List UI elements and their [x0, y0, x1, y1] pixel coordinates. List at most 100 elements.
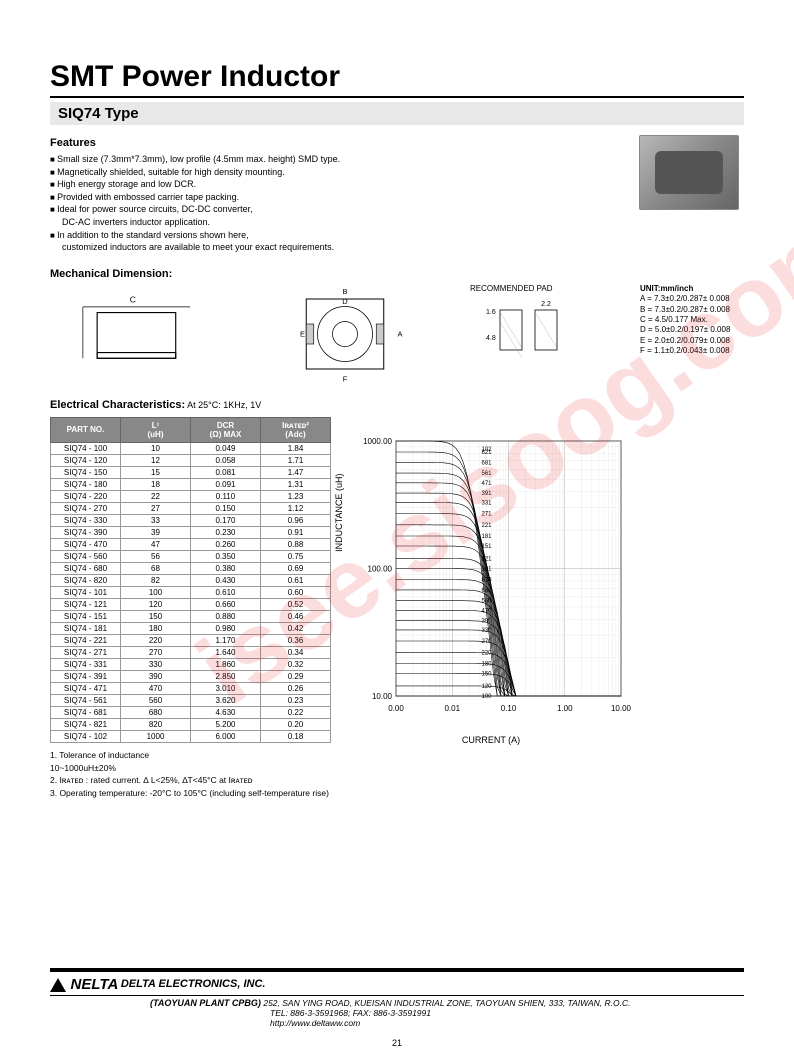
table-cell: SIQ74 - 820 — [51, 574, 121, 586]
table-cell: 10 — [121, 442, 191, 454]
unit-line: B = 7.3±0.2/0.287± 0.008 — [640, 305, 730, 315]
table-row: SIQ74 - 2712701.6400.34 — [51, 646, 331, 658]
table-cell: 1.47 — [261, 466, 331, 478]
table-cell: 3.620 — [191, 694, 261, 706]
unit-line: F = 1.1±0.2/0.043± 0.008 — [640, 346, 730, 356]
svg-text:820: 820 — [482, 577, 493, 583]
table-cell: 12 — [121, 454, 191, 466]
chart-xlabel: CURRENT (A) — [462, 735, 520, 745]
table-cell: 0.660 — [191, 598, 261, 610]
table-cell: 18 — [121, 478, 191, 490]
table-cell: SIQ74 - 561 — [51, 694, 121, 706]
svg-text:121: 121 — [482, 556, 493, 562]
table-cell: SIQ74 - 220 — [51, 490, 121, 502]
table-cell: 390 — [121, 670, 191, 682]
table-cell: 1.31 — [261, 478, 331, 490]
table-row: SIQ74 - 470470.2600.88 — [51, 538, 331, 550]
svg-text:821: 821 — [482, 450, 493, 456]
table-cell: 47 — [121, 538, 191, 550]
table-cell: 0.42 — [261, 622, 331, 634]
table-row: SIQ74 - 1011000.6100.60 — [51, 586, 331, 598]
svg-text:220: 220 — [482, 650, 493, 656]
table-cell: 120 — [121, 598, 191, 610]
features-list: Small size (7.3mm*7.3mm), low profile (4… — [50, 153, 500, 254]
table-cell: 0.52 — [261, 598, 331, 610]
table-row: SIQ74 - 8218205.2000.20 — [51, 718, 331, 730]
elec-conditions: At 25°C: 1KHz, 1V — [187, 400, 261, 410]
footer-tel: TEL: 886-3-3591968; FAX: 886-3-3591991 — [150, 1008, 744, 1018]
mech-header: Mechanical Dimension: — [50, 268, 744, 280]
table-cell: 0.34 — [261, 646, 331, 658]
table-cell: 39 — [121, 526, 191, 538]
svg-text:221: 221 — [482, 523, 493, 529]
table-cell: SIQ74 - 330 — [51, 514, 121, 526]
table-row: SIQ74 - 10210006.0000.18 — [51, 730, 331, 742]
table-cell: 0.60 — [261, 586, 331, 598]
electrical-table: PART NO.L¹(uH)DCR(Ω) MAXIʀᴀᴛᴇᴅ²(Adc) SIQ… — [50, 417, 331, 743]
table-cell: SIQ74 - 391 — [51, 670, 121, 682]
table-cell: 27 — [121, 502, 191, 514]
delta-logo-text: NELTA — [71, 976, 119, 993]
svg-text:681: 681 — [482, 460, 493, 466]
svg-text:2.2: 2.2 — [541, 301, 551, 308]
table-cell: 0.69 — [261, 562, 331, 574]
svg-text:271: 271 — [482, 511, 493, 517]
table-cell: SIQ74 - 390 — [51, 526, 121, 538]
table-cell: 0.430 — [191, 574, 261, 586]
table-row: SIQ74 - 1511500.8800.46 — [51, 610, 331, 622]
table-cell: 15 — [121, 466, 191, 478]
page-number: 21 — [392, 1038, 402, 1048]
svg-text:100.00: 100.00 — [368, 564, 393, 573]
table-cell: 22 — [121, 490, 191, 502]
unit-line: C = 4.5/0.177 Max. — [640, 315, 730, 325]
table-cell: 150 — [121, 610, 191, 622]
table-row: SIQ74 - 180180.0911.31 — [51, 478, 331, 490]
svg-text:470: 470 — [482, 608, 493, 614]
feature-item: customized inductors are available to me… — [50, 241, 500, 254]
table-cell: SIQ74 - 470 — [51, 538, 121, 550]
table-cell: 0.260 — [191, 538, 261, 550]
elec-header: Electrical Characteristics: — [50, 399, 185, 411]
table-cell: 0.29 — [261, 670, 331, 682]
table-cell: 1.84 — [261, 442, 331, 454]
table-cell: 470 — [121, 682, 191, 694]
note-line: 2. Iʀᴀᴛᴇᴅ : rated current. ∆ L<25%, ∆T<4… — [50, 774, 744, 787]
table-row: SIQ74 - 560560.3500.75 — [51, 550, 331, 562]
svg-text:4.8: 4.8 — [486, 335, 496, 342]
svg-text:E: E — [300, 329, 305, 338]
svg-text:181: 181 — [482, 534, 493, 540]
svg-text:471: 471 — [482, 481, 493, 487]
svg-text:0.01: 0.01 — [444, 704, 460, 713]
table-cell: 1.860 — [191, 658, 261, 670]
unit-line: E = 2.0±0.2/0.079± 0.008 — [640, 336, 730, 346]
table-cell: SIQ74 - 331 — [51, 658, 121, 670]
table-cell: 68 — [121, 562, 191, 574]
unit-line: A = 7.3±0.2/0.287± 0.008 — [640, 294, 730, 304]
table-cell: SIQ74 - 121 — [51, 598, 121, 610]
table-cell: 0.46 — [261, 610, 331, 622]
footer-plant: (TAOYUAN PLANT CPBG) — [150, 998, 261, 1008]
side-view-diagram: C — [50, 284, 230, 384]
svg-text:10.00: 10.00 — [611, 704, 631, 713]
table-cell: 56 — [121, 550, 191, 562]
table-cell: SIQ74 - 221 — [51, 634, 121, 646]
table-cell: 0.26 — [261, 682, 331, 694]
table-row: SIQ74 - 330330.1700.96 — [51, 514, 331, 526]
feature-item: DC-AC inverters inductor application. — [50, 216, 500, 229]
table-cell: SIQ74 - 120 — [51, 454, 121, 466]
svg-text:100: 100 — [482, 694, 493, 700]
table-row: SIQ74 - 390390.2300.91 — [51, 526, 331, 538]
table-cell: 220 — [121, 634, 191, 646]
table-cell: SIQ74 - 471 — [51, 682, 121, 694]
table-row: SIQ74 - 6816804.6300.22 — [51, 706, 331, 718]
table-cell: 0.88 — [261, 538, 331, 550]
table-cell: 0.610 — [191, 586, 261, 598]
note-line: 3. Operating temperature: -20°C to 105°C… — [50, 787, 744, 800]
product-photo — [639, 135, 739, 210]
svg-text:0.10: 0.10 — [501, 704, 517, 713]
table-row: SIQ74 - 680680.3800.69 — [51, 562, 331, 574]
feature-item: Ideal for power source circuits, DC-DC c… — [50, 203, 500, 216]
table-cell: 0.091 — [191, 478, 261, 490]
table-cell: 820 — [121, 718, 191, 730]
table-cell: 0.32 — [261, 658, 331, 670]
